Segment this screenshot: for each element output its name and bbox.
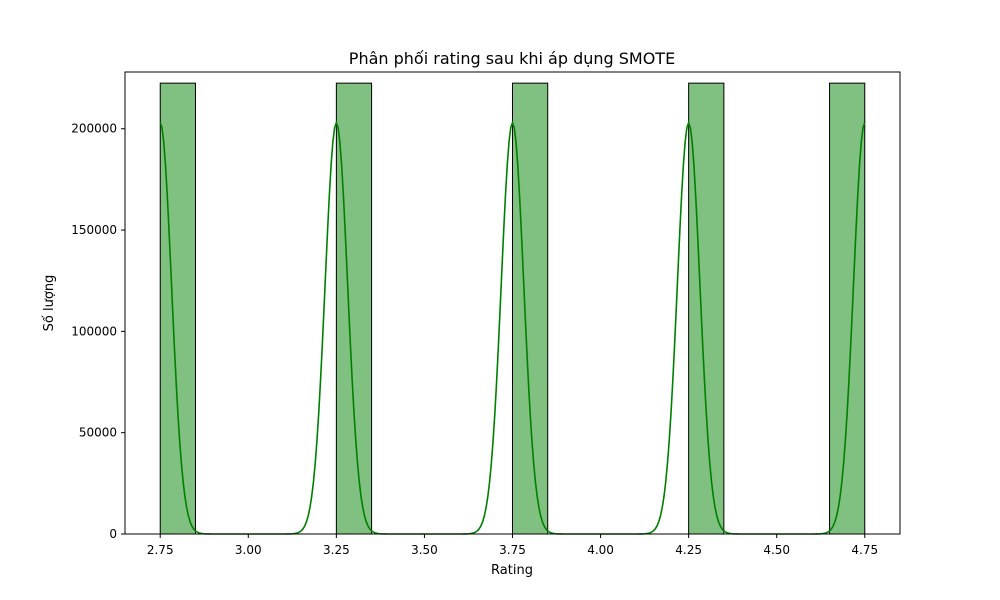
histogram-bar-4 [688,82,725,535]
x-tick-label: 3.50 [411,543,438,557]
histogram-bar-1 [159,82,196,535]
x-axis-label: Rating [491,563,533,578]
y-axis-label: Số lượng [42,275,57,332]
x-tick-label: 4.75 [851,543,878,557]
x-tick-label: 4.50 [763,543,790,557]
x-tick-label: 4.25 [675,543,702,557]
bars-group [159,82,866,535]
chart-title: Phân phối rating sau khi áp dụng SMOTE [349,49,675,68]
x-tick-label: 3.00 [235,543,262,557]
x-tick-label: 2.75 [147,543,174,557]
x-tick-label: 4.00 [587,543,614,557]
histogram-bar-5 [829,82,866,535]
x-axis-ticks: 2.75 3.00 3.25 3.50 3.75 4.00 4.25 4.50 4.75 [147,534,878,557]
histogram-bar-3 [512,82,549,535]
y-tick-label: 100000 [71,324,117,338]
y-axis-ticks: 0 50000 100000 150000 200000 [71,122,125,541]
x-tick-label: 3.75 [499,543,526,557]
y-tick-label: 200000 [71,122,117,136]
y-tick-label: 0 [109,527,117,541]
y-tick-label: 150000 [71,223,117,237]
x-tick-label: 3.25 [323,543,350,557]
y-tick-label: 50000 [79,426,117,440]
histogram-bar-2 [335,82,373,535]
